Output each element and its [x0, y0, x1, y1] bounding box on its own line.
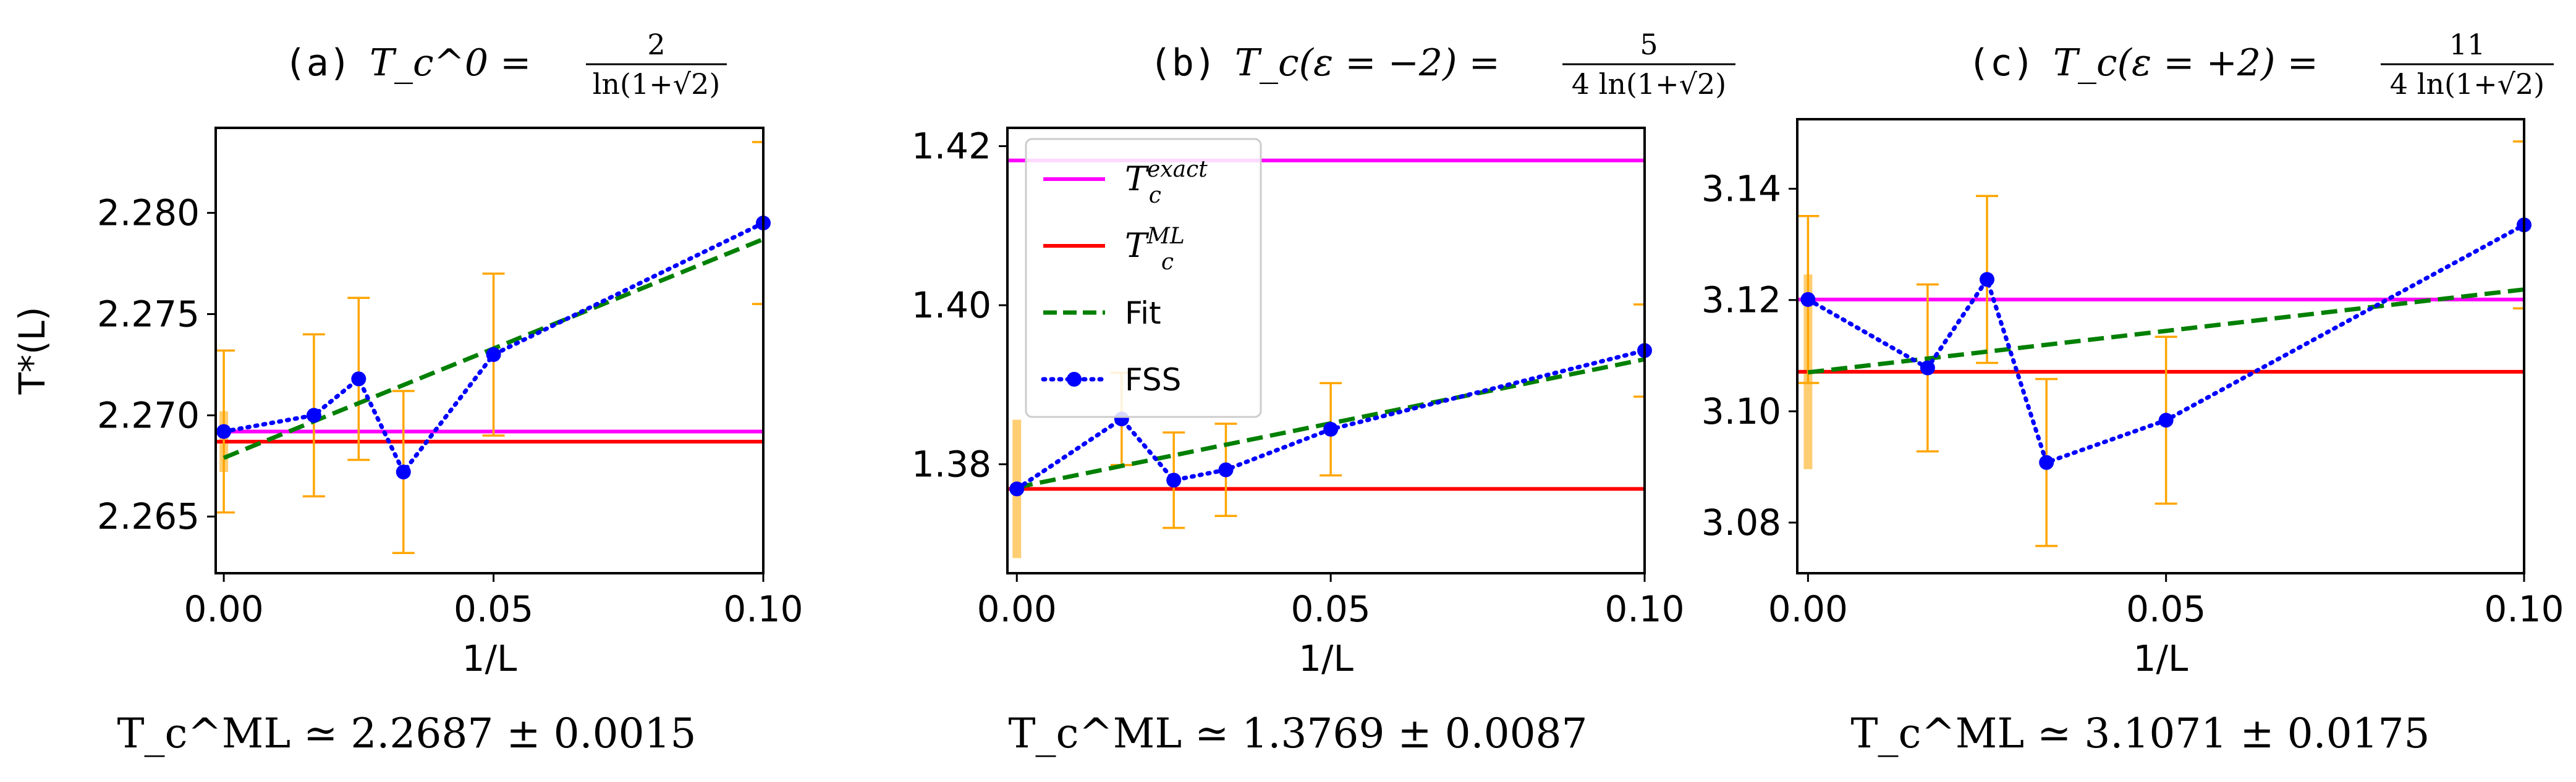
- x-tick-label: 0.10: [723, 588, 803, 630]
- x-axis-label: 1/L: [462, 637, 517, 679]
- fss-point: [2039, 455, 2054, 470]
- y-tick-label: 3.14: [1701, 168, 1781, 210]
- x-tick-label: 0.10: [2484, 588, 2564, 630]
- axes-frame: [1796, 118, 2525, 574]
- error-bar: [2513, 140, 2524, 309]
- panel-letter: (c): [1968, 41, 2035, 85]
- x-tick-label: 0.00: [184, 588, 264, 630]
- y-tick-label: 3.10: [1701, 390, 1781, 432]
- fss-point: [306, 408, 321, 423]
- error-bar: [1633, 303, 1645, 398]
- fss-point: [1166, 473, 1182, 488]
- fss-point: [1980, 272, 1995, 287]
- legend-label: FSS: [1125, 362, 1181, 398]
- panel-title: (a) T_c^0 = 2 ln(1+√2): [284, 28, 727, 101]
- title-fraction-numerator: 2: [647, 28, 665, 61]
- panel-title: (b) T_c(ε = −2) = 5 4 ln(1+√2): [1150, 28, 1735, 101]
- x-tick-label: 0.05: [454, 588, 533, 630]
- axes-frame: [1006, 127, 1646, 574]
- y-tick-label: 1.38: [912, 444, 991, 486]
- legend-item-fss: FSS: [1041, 362, 1181, 398]
- fss-point: [396, 465, 411, 480]
- panel-letter: (a): [284, 41, 351, 85]
- fss-line: [1014, 348, 1645, 492]
- legend-box: [1025, 138, 1262, 418]
- legend-marker: [1067, 372, 1082, 387]
- fss-point: [1800, 292, 1816, 307]
- panel-b: 0.00 0.05 0.10 1.38 1.40 1.42 1/L (b) T_c(ε = −2…: [912, 28, 1735, 757]
- result-label: T_c^ML ≃ 1.3769 ± 0.0087: [1008, 710, 1587, 757]
- title-fraction-numerator: 5: [1640, 28, 1658, 61]
- legend-label: Texact c: [1125, 157, 1208, 208]
- legend-label: TML c: [1125, 224, 1185, 275]
- fss-line: [221, 221, 763, 476]
- legend: Texact c TML c Fit FSS: [1025, 138, 1262, 418]
- y-tick-label: 2.265: [97, 495, 200, 537]
- axes-frame: [214, 127, 765, 574]
- legend-item-exact: Texact c: [1043, 157, 1208, 208]
- panel-letter: (b): [1150, 41, 1216, 85]
- fss-point: [1218, 462, 1234, 477]
- y-tick-label: 1.42: [912, 125, 991, 167]
- y-tick-label: 2.275: [97, 293, 200, 335]
- fss-point: [486, 347, 501, 363]
- y-tick-label: 1.40: [912, 284, 991, 326]
- fss-point: [1323, 421, 1339, 437]
- error-bar: [752, 141, 763, 305]
- y-tick-label: 3.08: [1701, 502, 1781, 544]
- x-axis-label: 1/L: [1299, 637, 1354, 679]
- title-lhs: T_c(ε = +2) =: [2053, 41, 2318, 85]
- legend-item-fit: Fit: [1043, 295, 1161, 331]
- y-tick-label: 2.270: [97, 394, 200, 436]
- result-label: T_c^ML ≃ 3.1071 ± 0.0175: [1850, 710, 2430, 757]
- fss-point: [1920, 360, 1935, 376]
- y-tick-label: 2.280: [97, 192, 200, 234]
- x-tick-label: 0.00: [977, 588, 1057, 630]
- title-fraction-denominator: ln(1+√2): [593, 67, 721, 101]
- fss-point: [1009, 481, 1025, 497]
- fss-line: [1805, 222, 2524, 466]
- x-tick-label: 0.05: [2126, 588, 2206, 630]
- panel-c: 0.00 0.05 0.10 3.08 3.10 3.12 3.14 1/L (c) T_c(ε …: [1701, 28, 2564, 757]
- fit-line: [1807, 287, 2524, 375]
- y-tick-label: 3.12: [1701, 279, 1781, 321]
- fss-point: [351, 371, 366, 387]
- y-axis-label: T*(L): [11, 307, 53, 395]
- title-fraction-denominator: 4 ln(1+√2): [2390, 67, 2545, 101]
- title-fraction-numerator: 11: [2449, 28, 2486, 61]
- legend-item-ml: TML c: [1043, 224, 1185, 275]
- title-fraction-denominator: 4 ln(1+√2): [1572, 67, 1727, 101]
- result-label: T_c^ML ≃ 2.2687 ± 0.0015: [117, 710, 696, 757]
- x-tick-label: 0.00: [1768, 588, 1848, 630]
- x-axis-label: 1/L: [2133, 637, 2188, 679]
- fss-point: [2158, 413, 2174, 428]
- title-lhs: T_c(ε = −2) =: [1235, 41, 1500, 85]
- x-tick-label: 0.05: [1291, 588, 1371, 630]
- panel-title: (c) T_c(ε = +2) = 11 4 ln(1+√2): [1968, 28, 2554, 101]
- x-tick-label: 0.10: [1604, 588, 1684, 630]
- title-lhs: T_c^0 =: [370, 41, 531, 85]
- fss-point: [216, 424, 232, 439]
- plot-area: [1797, 140, 2524, 547]
- legend-label: Fit: [1125, 295, 1161, 331]
- panel-a: 0.00 0.05 0.10 2.265 2.270 2.275 2.280 1/L T*(L)…: [11, 28, 803, 757]
